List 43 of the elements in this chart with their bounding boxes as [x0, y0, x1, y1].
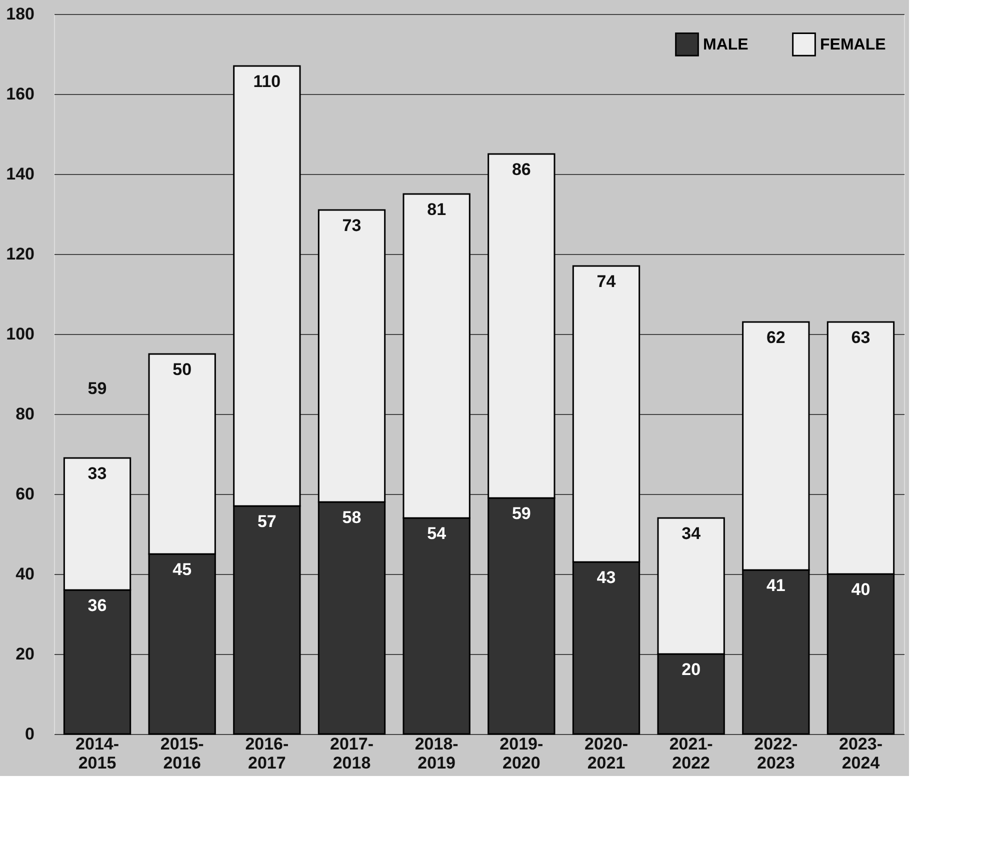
- x-tick-label: 2018-2019: [414, 734, 458, 772]
- data-label: 74: [596, 272, 616, 291]
- legend-label: MALE: [703, 36, 749, 54]
- data-label: 43: [596, 568, 616, 587]
- x-tick-label: 2020-2021: [584, 734, 628, 772]
- data-label: 36: [88, 596, 107, 615]
- data-label: 86: [512, 160, 531, 179]
- y-tick-label: 140: [6, 164, 34, 184]
- data-label: 110: [253, 72, 281, 91]
- y-tick-label: 120: [6, 244, 34, 264]
- y-tick-label: 60: [16, 484, 34, 504]
- data-label: 40: [851, 580, 870, 599]
- data-label: 33: [88, 464, 107, 483]
- data-label: 73: [342, 216, 362, 235]
- data-label: 62: [766, 328, 786, 347]
- y-tick-label: 0: [25, 724, 34, 744]
- data-label: 20: [682, 660, 701, 679]
- data-label: 54: [427, 524, 447, 543]
- data-label: 58: [342, 508, 362, 527]
- legend-label: FEMALE: [820, 36, 886, 54]
- y-tick-label: 80: [16, 404, 34, 424]
- data-label: 59: [512, 504, 531, 523]
- x-tick-label: 2021-2022: [669, 734, 713, 772]
- x-tick-label: 2016-2017: [245, 734, 289, 772]
- data-label: 63: [851, 328, 870, 347]
- data-label: 81: [427, 200, 446, 219]
- x-tick-label: 2015-2016: [160, 734, 204, 772]
- data-label: 34: [682, 524, 702, 543]
- x-tick-label: 2014-2015: [76, 734, 120, 772]
- x-tick-label: 2017-2018: [330, 734, 374, 772]
- x-tick-label: 2023-2024: [838, 734, 882, 772]
- y-tick-label: 180: [6, 4, 34, 24]
- y-tick-label: 160: [6, 84, 34, 104]
- x-tick-label: 2022-2023: [754, 734, 798, 772]
- data-label: 41: [766, 576, 786, 595]
- data-label: 50: [172, 360, 192, 379]
- x-tick-label: 2019-2020: [500, 734, 544, 772]
- data-label: 57: [257, 512, 276, 531]
- y-tick-label: 100: [6, 324, 34, 344]
- data-label: 45: [172, 560, 192, 579]
- y-tick-label: 20: [16, 644, 34, 664]
- annotation: 59: [88, 379, 107, 398]
- y-tick-label: 40: [16, 564, 34, 584]
